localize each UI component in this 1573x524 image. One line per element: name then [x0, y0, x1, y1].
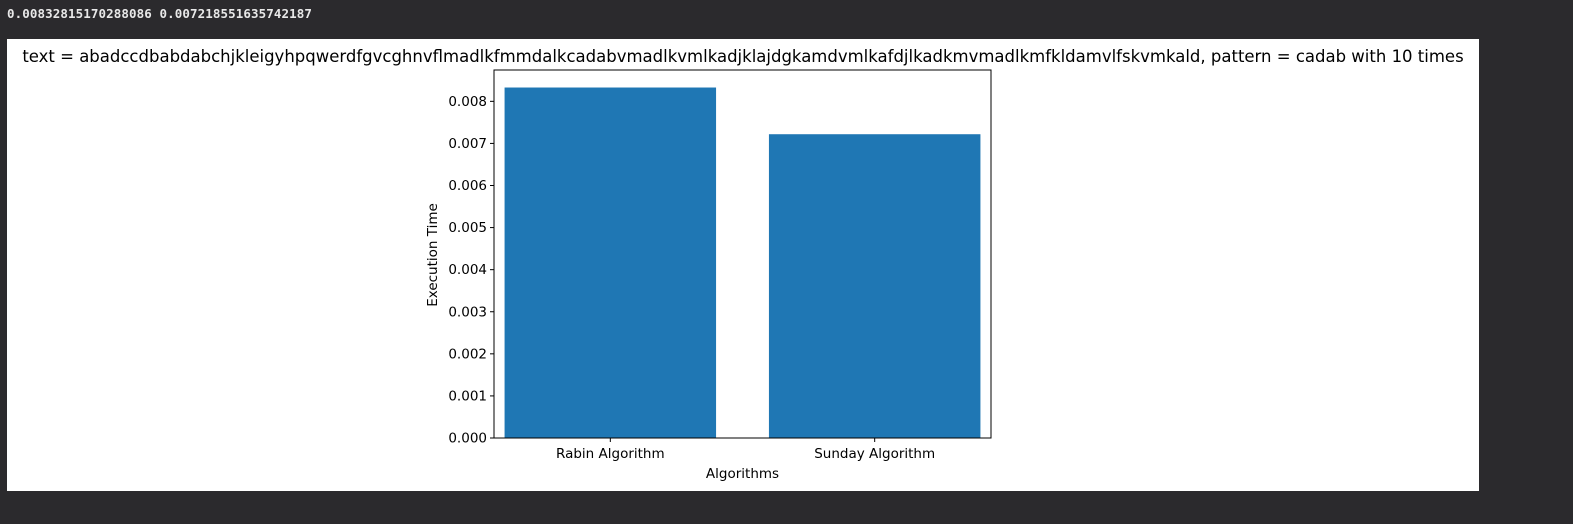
chart-figure: text = abadccdbabdabchjkleigyhpqwerdfgvc…	[7, 39, 1479, 491]
x-axis-label: Algorithms	[706, 466, 779, 482]
plot-area: Rabin Algorithm Sunday Algorithm 0.000 0.00…	[448, 69, 992, 462]
chart-title: text = abadccdbabdabchjkleigyhpqwerdfgvc…	[22, 47, 1463, 66]
console-output: 0.00832815170288086 0.007218551635742187	[7, 6, 313, 21]
y-axis-label: Execution Time	[425, 203, 441, 307]
y-tick-label: 0.000	[448, 431, 487, 447]
y-tick-label: 0.003	[448, 304, 487, 320]
bar-chart: text = abadccdbabdabchjkleigyhpqwerdfgvc…	[22, 47, 1463, 482]
y-tick-label: 0.007	[448, 136, 487, 152]
y-tick-label: 0.006	[448, 178, 487, 194]
axes-frame	[493, 69, 992, 439]
x-tick-label: Sunday Algorithm	[814, 446, 935, 462]
y-tick-label: 0.004	[448, 262, 487, 278]
bar-rabin-algorithm	[504, 87, 717, 438]
y-tick-label: 0.008	[448, 94, 487, 110]
bar-sunday-algorithm	[768, 134, 981, 438]
x-tick-label: Rabin Algorithm	[556, 446, 665, 462]
y-tick-label: 0.001	[448, 388, 487, 404]
y-tick-label: 0.002	[448, 346, 487, 362]
y-tick-label: 0.005	[448, 220, 487, 236]
